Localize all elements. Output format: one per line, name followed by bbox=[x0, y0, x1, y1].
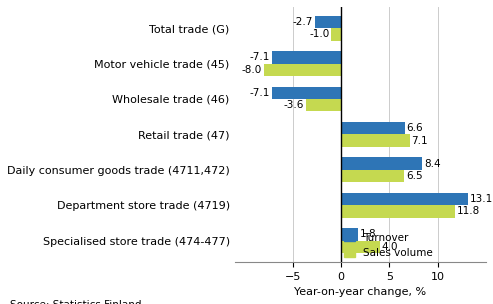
Bar bbox=[341, 134, 410, 147]
Bar bbox=[341, 122, 405, 134]
Bar bbox=[341, 240, 380, 253]
Text: -8.0: -8.0 bbox=[242, 65, 262, 75]
Bar bbox=[331, 28, 341, 40]
X-axis label: Year-on-year change, %: Year-on-year change, % bbox=[294, 287, 426, 297]
Bar bbox=[341, 205, 455, 218]
Text: -7.1: -7.1 bbox=[250, 52, 270, 62]
Bar bbox=[341, 228, 358, 240]
Text: 6.6: 6.6 bbox=[407, 123, 423, 133]
Text: 6.5: 6.5 bbox=[406, 171, 423, 181]
Bar bbox=[315, 16, 341, 28]
Bar bbox=[341, 193, 468, 205]
Text: Source: Statistics Finland: Source: Statistics Finland bbox=[10, 300, 141, 304]
Text: -1.0: -1.0 bbox=[309, 29, 329, 40]
Bar bbox=[341, 157, 422, 170]
Bar bbox=[272, 87, 341, 99]
Legend: Turnover, Sales volume: Turnover, Sales volume bbox=[344, 233, 433, 258]
Text: 8.4: 8.4 bbox=[424, 159, 441, 168]
Text: -7.1: -7.1 bbox=[250, 88, 270, 98]
Text: -3.6: -3.6 bbox=[284, 100, 304, 110]
Text: 4.0: 4.0 bbox=[382, 242, 398, 252]
Text: 11.8: 11.8 bbox=[457, 206, 480, 216]
Text: -2.7: -2.7 bbox=[292, 17, 313, 27]
Bar bbox=[341, 170, 404, 182]
Text: 7.1: 7.1 bbox=[412, 136, 428, 146]
Text: 1.8: 1.8 bbox=[360, 229, 377, 239]
Text: 13.1: 13.1 bbox=[470, 194, 493, 204]
Bar bbox=[272, 51, 341, 64]
Bar bbox=[306, 99, 341, 111]
Bar bbox=[264, 64, 341, 76]
